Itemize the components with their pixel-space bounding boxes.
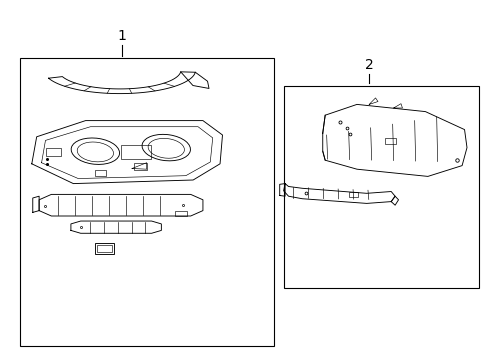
Bar: [134, 163, 146, 170]
Bar: [97, 245, 112, 252]
Text: 1: 1: [118, 29, 126, 43]
Bar: [385, 138, 395, 144]
Bar: [46, 148, 61, 156]
Bar: [95, 170, 106, 176]
Bar: [348, 192, 358, 197]
Bar: [20, 58, 273, 346]
Text: 2: 2: [364, 58, 373, 72]
Bar: [283, 86, 478, 288]
Bar: [95, 243, 114, 254]
Bar: [175, 211, 187, 216]
